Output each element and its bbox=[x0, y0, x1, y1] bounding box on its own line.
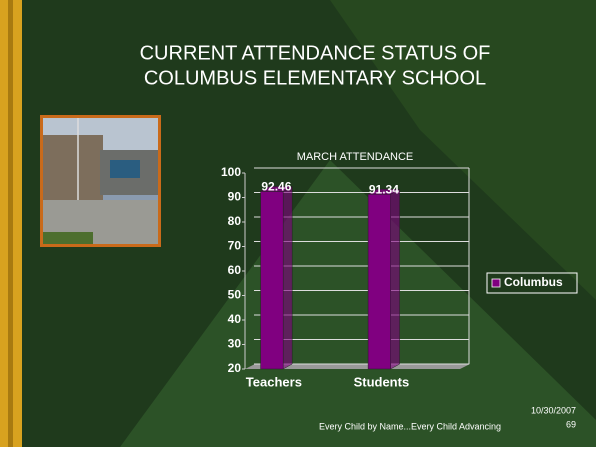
y-tick-label: 70 bbox=[228, 239, 242, 253]
y-tick-label: 20 bbox=[228, 361, 242, 375]
y-tick-label: 30 bbox=[228, 337, 242, 351]
page-number: 69 bbox=[566, 419, 576, 429]
background-shape bbox=[330, 0, 596, 300]
data-label: 92.46 bbox=[261, 180, 291, 194]
y-tick-label: 40 bbox=[228, 312, 242, 326]
x-tick-label: Students bbox=[354, 374, 410, 389]
y-tick-label: 60 bbox=[228, 263, 242, 277]
y-tick-label: 50 bbox=[228, 288, 242, 302]
legend-label: Columbus bbox=[504, 275, 563, 289]
background-shape bbox=[120, 160, 596, 447]
photo bbox=[40, 115, 161, 247]
chart-floor bbox=[245, 364, 470, 369]
slide-title: COLUMBUS ELEMENTARY SCHOOL bbox=[144, 67, 486, 89]
side-bar-stripe bbox=[8, 0, 13, 447]
slide-title: CURRENT ATTENDANCE STATUS OF bbox=[140, 42, 491, 64]
date: 10/30/2007 bbox=[531, 405, 576, 415]
legend-swatch bbox=[491, 278, 501, 288]
bar bbox=[367, 188, 401, 370]
data-label: 91.34 bbox=[369, 182, 399, 196]
footer: Every Child by Name...Every Child Advanc… bbox=[319, 421, 501, 431]
legend bbox=[486, 272, 578, 294]
chart-title: MARCH ATTENDANCE bbox=[297, 151, 414, 163]
y-tick-label: 90 bbox=[228, 190, 242, 204]
bar bbox=[259, 186, 294, 370]
x-tick-label: Teachers bbox=[246, 374, 302, 389]
y-tick-label: 80 bbox=[228, 214, 242, 228]
y-tick-label: 100 bbox=[221, 165, 241, 179]
